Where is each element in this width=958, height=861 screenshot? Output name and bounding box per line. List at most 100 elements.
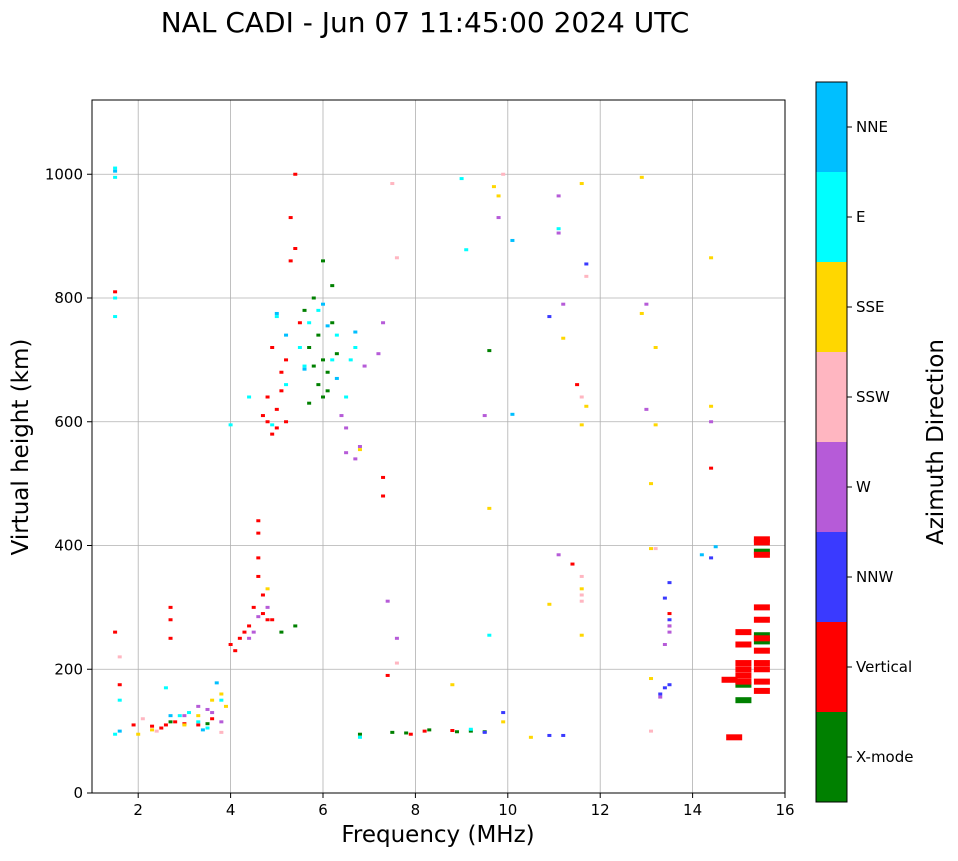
data-point [753,551,770,558]
data-point [219,698,224,702]
data-point [113,166,118,170]
data-point [242,630,247,634]
data-point [196,720,201,724]
x-tick-label: 6 [318,801,328,819]
data-point [649,547,654,551]
data-point [311,296,316,300]
data-point [662,643,667,646]
data-point [284,383,289,387]
data-point [464,248,469,252]
data-point [256,615,261,619]
data-point [408,732,413,736]
data-point [205,726,210,730]
data-point [182,723,187,727]
data-point [117,683,122,687]
data-point [288,216,293,220]
data-point [547,733,552,737]
data-point [579,587,584,591]
data-point [265,395,270,399]
data-point [214,681,219,685]
data-point [667,683,672,687]
series-ssw [117,172,658,734]
data-point [196,723,201,727]
data-point [219,692,224,696]
data-point [353,457,358,461]
data-point [468,729,473,733]
data-point [584,274,589,278]
data-point [279,389,284,393]
data-point [256,519,261,523]
data-point [357,445,362,448]
data-point [579,423,584,427]
data-point [579,395,584,399]
y-tick-label: 600 [54,413,83,431]
data-point [735,697,752,704]
data-point [753,616,770,623]
data-point [113,290,118,294]
data-point [284,358,289,362]
data-point [662,686,667,690]
data-point [390,730,395,734]
data-point [131,723,136,727]
data-point [357,735,362,739]
data-point [265,605,270,609]
data-point [330,284,335,288]
data-point [140,717,145,721]
data-point [709,466,714,470]
colorbar: X-mode Vertical NNW W SSW SSE E NNE [815,81,913,803]
data-point [168,618,173,622]
data-point [113,315,118,319]
data-point [196,704,201,708]
data-point [450,729,455,733]
data-point [325,389,330,393]
data-point [353,330,358,334]
data-point [113,175,118,179]
data-point [735,678,752,685]
data-point [561,733,566,737]
data-point [385,673,390,677]
data-point [381,494,386,498]
data-point [385,599,390,603]
data-point [330,358,335,362]
data-point [662,596,667,600]
data-point [168,605,173,609]
data-point [284,420,289,424]
x-tick-label: 14 [683,801,702,819]
data-point [579,182,584,186]
data-point [753,604,770,611]
colorbar-segment [816,712,847,802]
data-point [293,624,298,628]
data-point [422,729,427,733]
series-x-mode [168,259,770,736]
x-tick-label: 16 [775,801,794,819]
x-tick-label: 4 [226,801,236,819]
data-point [334,376,339,380]
data-points [113,166,770,741]
data-point [302,367,307,371]
data-point [753,660,770,667]
colorbar-segment [816,172,847,262]
data-point [344,451,349,455]
data-point [274,426,279,430]
data-point [394,256,399,260]
data-point [487,349,492,353]
data-point [247,636,252,640]
data-point [709,420,714,424]
data-point [274,407,279,411]
data-point [196,714,201,718]
data-point [247,624,252,628]
data-point [233,649,238,653]
data-point [753,539,770,546]
data-point [579,593,584,597]
data-point [260,612,265,616]
colorbar-segment [816,352,847,442]
data-point [251,605,256,609]
x-tick-label: 8 [411,801,421,819]
data-point [316,308,321,312]
data-point [753,666,770,673]
data-point [265,420,270,424]
data-point [117,729,122,733]
data-point [394,661,399,665]
data-point [735,672,752,679]
data-point [223,704,228,708]
